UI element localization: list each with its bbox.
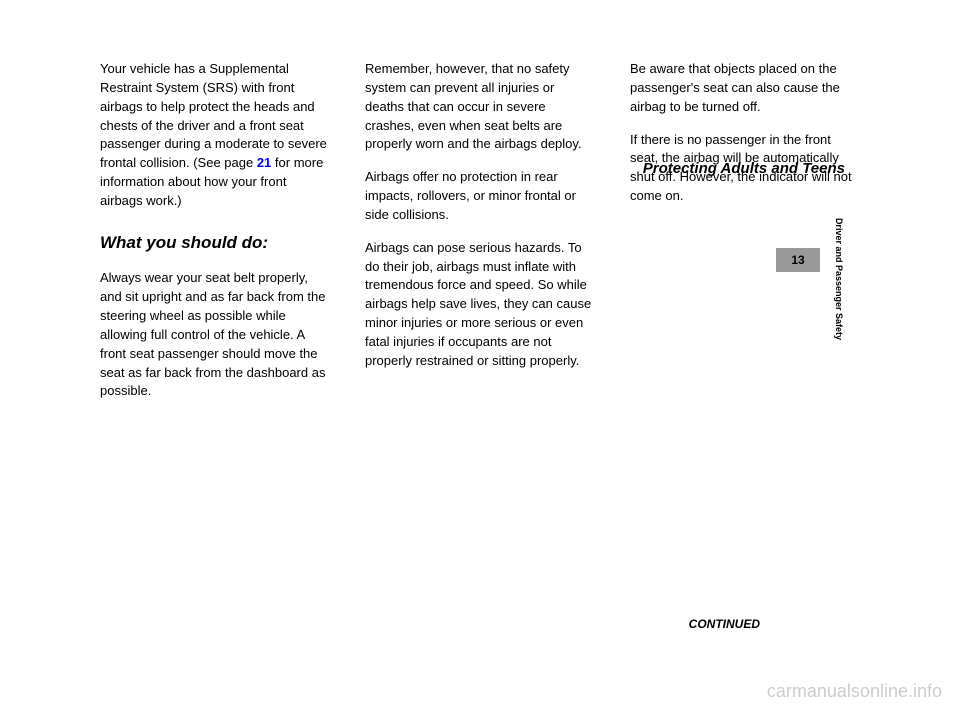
page-header-title: Protecting Adults and Teens bbox=[643, 160, 845, 177]
column1-para1: Your vehicle has a Supplemental Restrain… bbox=[100, 60, 330, 211]
column2-emphasis: Remember, however, that no safety system… bbox=[365, 60, 595, 154]
content-columns: Your vehicle has a Supplemental Restrain… bbox=[100, 60, 860, 580]
page-number: 13 bbox=[791, 253, 804, 267]
column-3: Be aware that objects placed on the pass… bbox=[630, 60, 860, 580]
watermark: carmanualsonline.info bbox=[767, 681, 942, 702]
column1-para2: Always wear your seat belt properly, and… bbox=[100, 269, 330, 401]
continued-label: CONTINUED bbox=[689, 617, 760, 631]
column2-para1: Airbags offer no protection in rear impa… bbox=[365, 168, 595, 225]
page-reference-link[interactable]: 21 bbox=[257, 155, 271, 170]
column-2: Remember, however, that no safety system… bbox=[365, 60, 595, 580]
column-1: Your vehicle has a Supplemental Restrain… bbox=[100, 60, 330, 580]
page-container: Protecting Adults and Teens 13 Driver an… bbox=[0, 0, 960, 714]
column3-para1: Be aware that objects placed on the pass… bbox=[630, 60, 860, 117]
column2-para2: Airbags can pose serious hazards. To do … bbox=[365, 239, 595, 371]
page-number-box: 13 bbox=[776, 248, 820, 272]
column1-section-title: What you should do: bbox=[100, 231, 330, 256]
sidebar-section-label: Driver and Passenger Safety bbox=[834, 218, 844, 340]
